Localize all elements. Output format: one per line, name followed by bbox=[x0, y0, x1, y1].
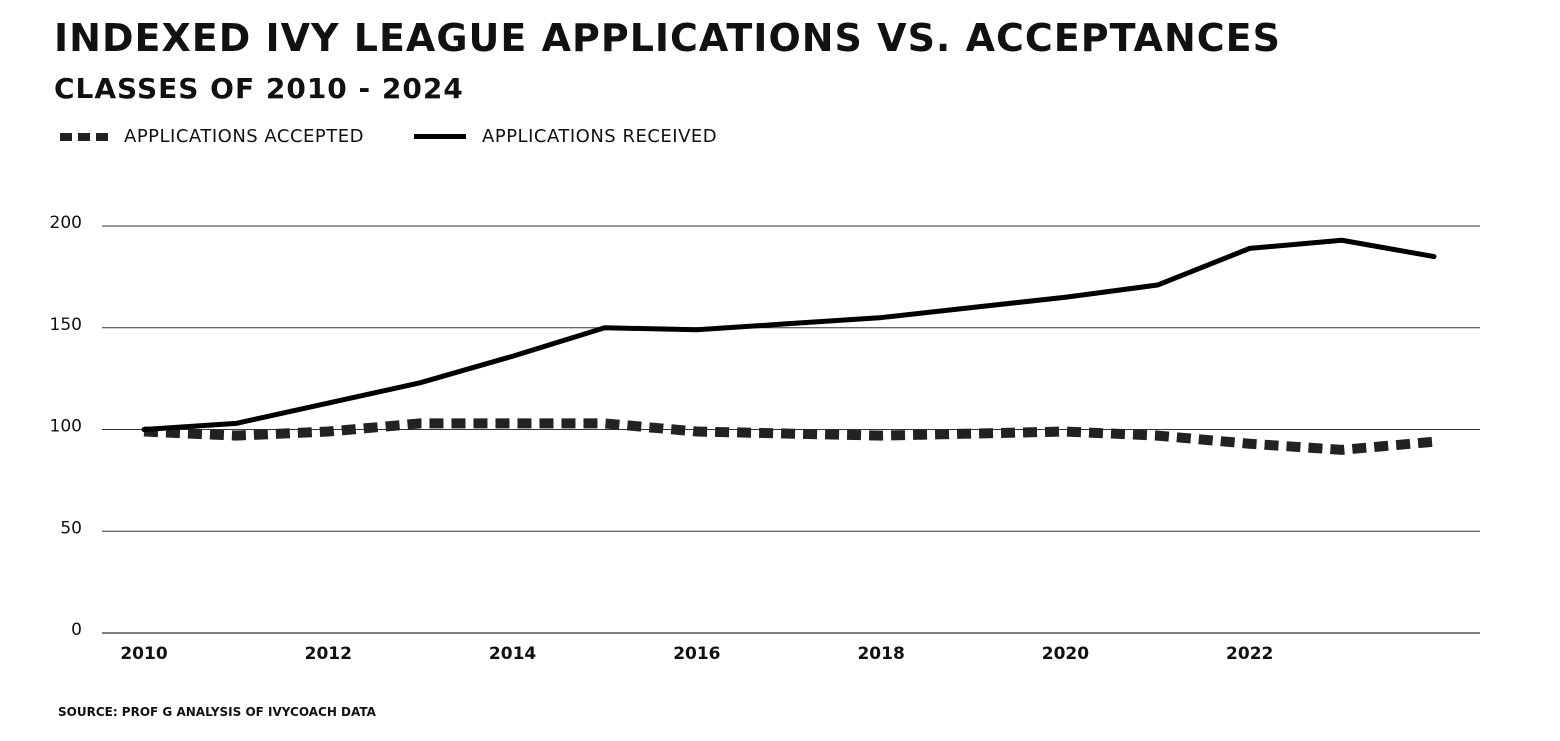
series-line-received bbox=[141, 237, 1437, 432]
y-tick-label: 50 bbox=[60, 518, 82, 538]
chart-subtitle: CLASSES OF 2010 - 2024 bbox=[54, 72, 464, 105]
legend-swatch-solid bbox=[414, 134, 467, 139]
chart-title: INDEXED IVY LEAGUE APPLICATIONS VS. ACCE… bbox=[54, 16, 1281, 60]
y-tick-label: 0 bbox=[71, 620, 82, 640]
legend-item-accepted: APPLICATIONS ACCEPTED bbox=[60, 126, 364, 147]
series-line-accepted bbox=[143, 418, 1435, 455]
y-tick-label: 200 bbox=[50, 213, 82, 233]
x-tick-label: 2012 bbox=[305, 644, 352, 664]
legend-label-accepted: APPLICATIONS ACCEPTED bbox=[124, 126, 365, 147]
source-note: SOURCE: PROF G ANALYSIS OF IVYCOACH DATA bbox=[58, 705, 376, 719]
x-tick-label: 2022 bbox=[1226, 644, 1273, 664]
x-tick-label: 2010 bbox=[120, 644, 167, 664]
x-tick-label: 2016 bbox=[673, 644, 720, 664]
legend-swatch-dotted bbox=[60, 132, 108, 141]
x-tick-label: 2020 bbox=[1042, 644, 1089, 664]
chart-legend: APPLICATIONS ACCEPTED APPLICATIONS RECEI… bbox=[60, 126, 717, 147]
legend-item-received: APPLICATIONS RECEIVED bbox=[414, 126, 717, 147]
y-tick-label: 150 bbox=[50, 315, 82, 335]
x-tick-label: 2014 bbox=[489, 644, 536, 664]
legend-label-received: APPLICATIONS RECEIVED bbox=[482, 126, 718, 147]
y-tick-label: 100 bbox=[50, 417, 82, 437]
x-tick-label: 2018 bbox=[857, 644, 904, 664]
